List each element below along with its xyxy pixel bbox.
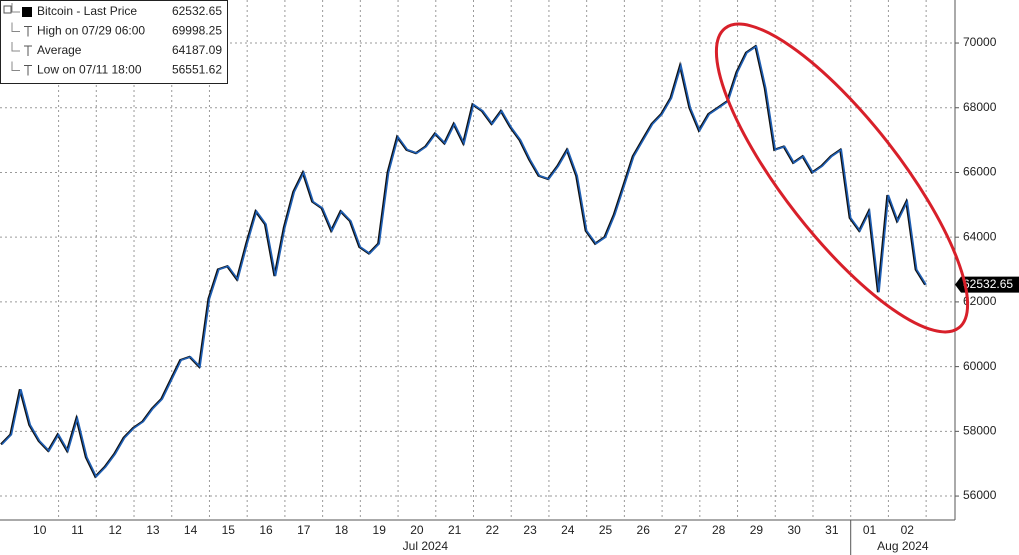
legend-tree	[11, 22, 20, 32]
y-tick-label: 68000	[963, 100, 997, 114]
x-tick-label: 01	[863, 523, 877, 537]
legend-label: High on 07/29 06:00	[37, 24, 145, 38]
legend-value: 64187.09	[172, 43, 222, 57]
highlight-ellipse	[714, 22, 970, 334]
x-group-label: Aug 2024	[877, 539, 929, 553]
x-tick-label: 27	[674, 523, 688, 537]
y-tick-label: 64000	[963, 229, 997, 243]
price-line	[1, 44, 927, 478]
y-tick-label: 62000	[963, 294, 997, 308]
legend: Bitcoin - Last Price 62532.65 High on 07/2…	[0, 0, 228, 84]
legend-icon	[24, 26, 32, 37]
x-tick-label: 21	[448, 523, 462, 537]
x-tick-label: 24	[561, 523, 575, 537]
x-group-label: Jul 2024	[403, 539, 449, 553]
x-tick-label: 11	[71, 523, 84, 537]
legend-label: Average	[37, 43, 82, 57]
last-price-label: 62532.65	[963, 277, 1013, 291]
x-tick-label: 15	[222, 523, 236, 537]
y-tick-label: 58000	[963, 424, 997, 438]
x-tick-label: 22	[486, 523, 500, 537]
x-tick-label: 19	[373, 523, 387, 537]
y-tick-label: 60000	[963, 359, 997, 373]
x-tick-label: 13	[146, 523, 160, 537]
x-tick-label: 29	[750, 523, 764, 537]
x-tick-label: 25	[599, 523, 613, 537]
legend-label: Low on 07/11 18:00	[37, 63, 142, 77]
legend-label: Bitcoin - Last Price	[37, 4, 137, 18]
legend-swatch	[22, 7, 32, 17]
legend-tree	[11, 61, 20, 71]
legend-value: 69998.25	[172, 24, 222, 38]
legend-value: 62532.65	[172, 4, 222, 18]
legend-tree	[11, 3, 20, 13]
x-tick-label: 18	[335, 523, 349, 537]
x-tick-label: 30	[787, 523, 801, 537]
x-tick-label: 16	[259, 523, 273, 537]
x-tick-label: 10	[33, 523, 47, 537]
x-tick-label: 12	[108, 523, 122, 537]
y-tick-label: 70000	[963, 35, 997, 49]
x-tick-label: 17	[297, 523, 311, 537]
x-tick-label: 23	[523, 523, 537, 537]
x-tick-label: 14	[184, 523, 198, 537]
last-price-tag	[955, 276, 1019, 293]
x-tick-label: 20	[410, 523, 424, 537]
y-tick-label: 66000	[963, 165, 997, 179]
legend-box	[0, 0, 228, 84]
x-tick-label: 02	[901, 523, 915, 537]
x-tick-label: 31	[825, 523, 839, 537]
x-tick-label: 26	[637, 523, 651, 537]
y-tick-label: 56000	[963, 488, 997, 502]
legend-tree	[11, 42, 20, 52]
legend-icon	[24, 65, 32, 76]
legend-collapse	[3, 5, 12, 14]
price-line-shadow	[0, 44, 927, 479]
legend-icon	[24, 45, 32, 56]
x-tick-label: 28	[712, 523, 726, 537]
legend-value: 56551.62	[172, 63, 222, 77]
